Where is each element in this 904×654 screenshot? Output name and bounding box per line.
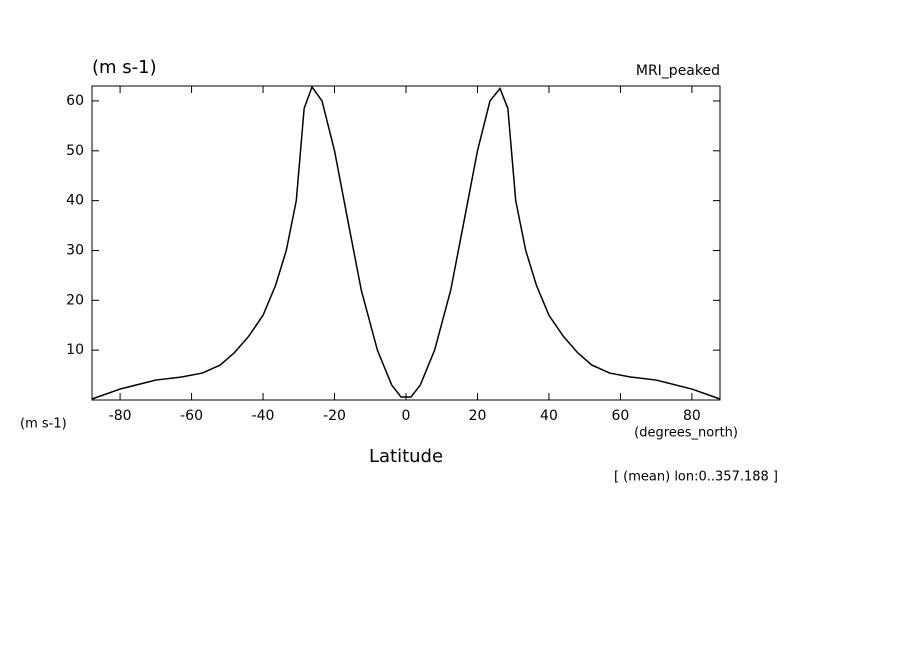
- annotation: [ (mean) lon:0..357.188 ]: [614, 470, 778, 485]
- x-tick-label: 20: [469, 408, 487, 424]
- y-tick-label: 60: [66, 93, 84, 109]
- y-tick-label: 20: [66, 292, 84, 308]
- data-line: [91, 85, 721, 400]
- x-tick-label: 0: [402, 408, 411, 424]
- y-tick-label: 10: [66, 342, 84, 358]
- x-tick-label: 80: [683, 408, 701, 424]
- x-tick-label: -20: [323, 408, 346, 424]
- x-axis-label: Latitude: [369, 446, 443, 467]
- y-tick-label: 30: [66, 242, 84, 258]
- y-tick-label: 40: [66, 193, 84, 209]
- x-tick-label: 40: [540, 408, 558, 424]
- chart-subtitle: MRI_peaked: [636, 63, 720, 79]
- x-tick-label: -60: [180, 408, 203, 424]
- x-tick-label: -80: [109, 408, 132, 424]
- chart-title: (m s-1): [92, 57, 157, 78]
- x-tick-label: 60: [612, 408, 630, 424]
- plot-frame: [91, 85, 721, 401]
- x-axis-units: (degrees_north): [634, 426, 738, 441]
- x-tick-label: -40: [252, 408, 275, 424]
- y-tick-label: 50: [66, 143, 84, 159]
- y-axis-label: (m s-1): [20, 417, 67, 432]
